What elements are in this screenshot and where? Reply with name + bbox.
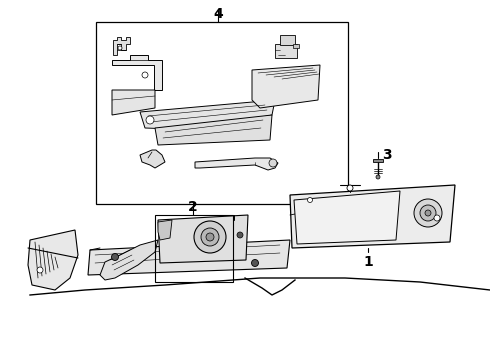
- Circle shape: [146, 116, 154, 124]
- Circle shape: [112, 253, 119, 261]
- Circle shape: [425, 210, 431, 216]
- Circle shape: [201, 228, 219, 246]
- Bar: [275, 44, 297, 58]
- Circle shape: [118, 46, 122, 50]
- Polygon shape: [252, 65, 320, 108]
- Circle shape: [194, 221, 226, 253]
- Polygon shape: [28, 230, 78, 290]
- Text: 2: 2: [188, 200, 198, 214]
- Polygon shape: [113, 37, 130, 55]
- Polygon shape: [294, 191, 400, 244]
- Circle shape: [37, 267, 43, 273]
- Polygon shape: [155, 115, 272, 145]
- Circle shape: [142, 72, 148, 78]
- Bar: [373, 159, 383, 162]
- Text: 3: 3: [382, 148, 392, 162]
- Circle shape: [414, 199, 442, 227]
- Bar: [96, 22, 348, 204]
- Circle shape: [237, 232, 243, 238]
- Polygon shape: [112, 90, 155, 115]
- Circle shape: [376, 175, 380, 179]
- Circle shape: [308, 198, 313, 202]
- Bar: [280, 35, 295, 45]
- Polygon shape: [140, 150, 165, 168]
- Circle shape: [251, 260, 259, 266]
- Polygon shape: [195, 158, 278, 170]
- Circle shape: [420, 205, 436, 221]
- Polygon shape: [290, 185, 455, 248]
- Bar: [155, 215, 233, 282]
- Polygon shape: [100, 240, 158, 280]
- Polygon shape: [158, 220, 172, 240]
- Circle shape: [269, 159, 277, 167]
- Bar: [293, 44, 299, 48]
- Polygon shape: [88, 240, 290, 275]
- Text: 4: 4: [213, 7, 223, 21]
- Polygon shape: [158, 215, 248, 263]
- Circle shape: [347, 185, 353, 191]
- Polygon shape: [140, 100, 275, 130]
- Text: 1: 1: [363, 255, 373, 269]
- Circle shape: [434, 215, 440, 221]
- Polygon shape: [112, 55, 162, 90]
- Circle shape: [206, 233, 214, 241]
